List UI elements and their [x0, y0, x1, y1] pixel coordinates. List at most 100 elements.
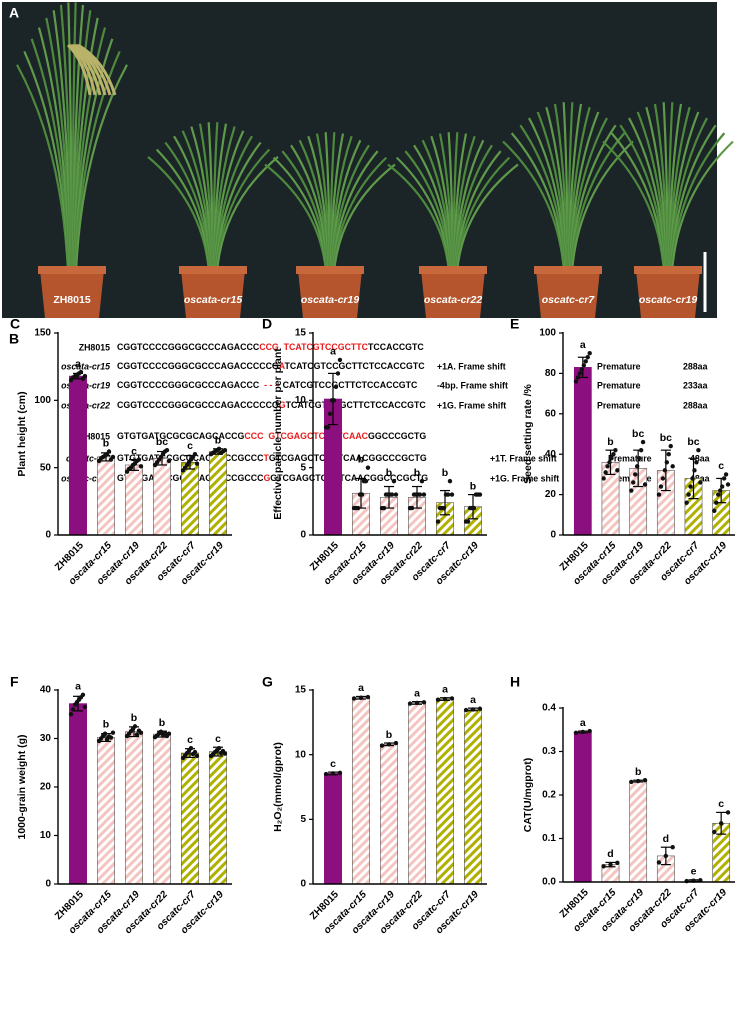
data-point	[407, 701, 413, 706]
data-point	[337, 770, 343, 775]
data-point	[633, 472, 638, 477]
significance-letter: b	[103, 718, 109, 730]
mutation-length: 288aa	[683, 400, 708, 410]
bar	[573, 367, 592, 536]
data-point	[696, 447, 701, 453]
data-point	[631, 480, 636, 485]
y-tick-label: 5	[300, 462, 306, 473]
data-point	[670, 845, 675, 850]
data-point	[222, 447, 228, 453]
mutation-note: +1G. Frame shift	[437, 400, 506, 410]
significance-letter: a	[580, 717, 586, 729]
data-point	[640, 439, 646, 445]
data-point	[608, 862, 613, 867]
y-tick-label: 10	[295, 749, 307, 760]
leaf	[455, 163, 519, 273]
bar	[125, 464, 143, 536]
significance-letter: c	[330, 758, 336, 770]
mutation-note: +1G. Frame shift	[490, 473, 559, 483]
data-point	[417, 492, 423, 497]
data-point	[216, 746, 222, 751]
sequence: CGGTCCCCGGGCGCCCAGACCCCCGGTCATCGTCCGCTTC…	[117, 400, 426, 410]
data-point	[712, 829, 717, 835]
panicle	[69, 43, 97, 96]
data-point	[721, 476, 727, 481]
data-point	[634, 464, 640, 469]
bar	[181, 461, 199, 536]
sequence-part: G	[279, 400, 286, 410]
significance-letter: b	[103, 437, 109, 449]
data-point	[629, 488, 634, 493]
data-point	[575, 375, 581, 380]
panicle	[77, 43, 117, 96]
sequence: GTGTGATGCGCGCAGCACCGCCC GTCGAGCTCGTTCAAC…	[117, 431, 426, 441]
leaf	[215, 156, 279, 273]
panicle	[71, 43, 102, 96]
data-point	[690, 476, 695, 481]
data-point	[716, 492, 721, 497]
pot	[421, 270, 485, 318]
pot-rim	[634, 266, 702, 274]
data-point	[725, 810, 731, 815]
data-point	[577, 371, 583, 376]
y-axis-title: H₂O₂(mmol/gprot)	[272, 742, 284, 832]
sequence-part: GGCCCGCTG	[368, 431, 426, 441]
sequence-part: CGGTCCCCGGGCGCCCAGACCCCCG	[117, 361, 279, 371]
y-tick-label: 100	[34, 395, 51, 406]
data-point	[194, 461, 200, 466]
plant-label: oscata-cr19	[301, 294, 360, 306]
data-point	[333, 384, 339, 390]
sequence-label: oscatc-cr7	[66, 453, 111, 463]
data-point	[662, 468, 668, 473]
significance-letter: bc	[687, 436, 699, 448]
sequence-part: A	[279, 361, 286, 371]
bar	[408, 702, 426, 885]
data-point	[664, 460, 670, 465]
y-tick-label: 0	[300, 530, 306, 541]
plant-label: oscata-cr15	[184, 294, 243, 306]
data-point	[463, 707, 469, 713]
data-point	[573, 379, 579, 384]
data-point	[194, 753, 200, 759]
data-point	[698, 480, 703, 485]
data-point	[70, 707, 76, 712]
bar	[573, 731, 592, 883]
y-tick-label: 60	[545, 408, 557, 419]
significance-letter: c	[187, 440, 193, 452]
panel-letter: G	[262, 674, 273, 690]
sequence: CGGTCCCCGGGCGCCCAGACCCCCG TCATCGTCCGCTTC…	[117, 342, 424, 352]
leaf	[670, 140, 734, 273]
data-point	[607, 460, 612, 465]
data-point	[585, 355, 590, 360]
data-point	[134, 732, 140, 737]
data-point	[355, 505, 361, 511]
significance-letter: b	[414, 467, 420, 479]
data-point	[609, 456, 614, 461]
data-point	[583, 359, 588, 364]
sequence-part: CGGTCCCCGGGCGCCCAGACCC	[117, 342, 260, 352]
panel-letter: A	[9, 5, 19, 21]
y-axis-title: Effective panicle number per plant	[272, 348, 284, 520]
pot	[536, 270, 600, 318]
data-point	[477, 492, 483, 497]
data-point	[580, 729, 586, 735]
y-tick-label: 0.3	[542, 746, 556, 757]
significance-letter: b	[470, 480, 476, 492]
y-axis-title: Seed setting rate /%	[522, 383, 534, 483]
data-point	[110, 730, 116, 735]
bar	[629, 780, 648, 883]
data-point	[421, 700, 427, 705]
data-point	[445, 492, 451, 497]
sequence-part: GTCGAGCTCGTTCAACGGCCCGCTG	[270, 473, 428, 483]
data-point	[668, 443, 673, 449]
data-point	[335, 371, 341, 376]
data-point	[138, 730, 144, 735]
significance-letter: d	[607, 848, 613, 860]
data-point	[435, 697, 441, 702]
sequence-part: CCC GTCGAGCTCGTTCAAC	[244, 431, 368, 441]
y-tick-label: 80	[545, 368, 557, 379]
significance-letter: b	[159, 717, 165, 729]
data-point	[477, 706, 483, 711]
bar	[209, 751, 227, 885]
y-axis-title: CAT(U/mgprot)	[522, 758, 534, 832]
